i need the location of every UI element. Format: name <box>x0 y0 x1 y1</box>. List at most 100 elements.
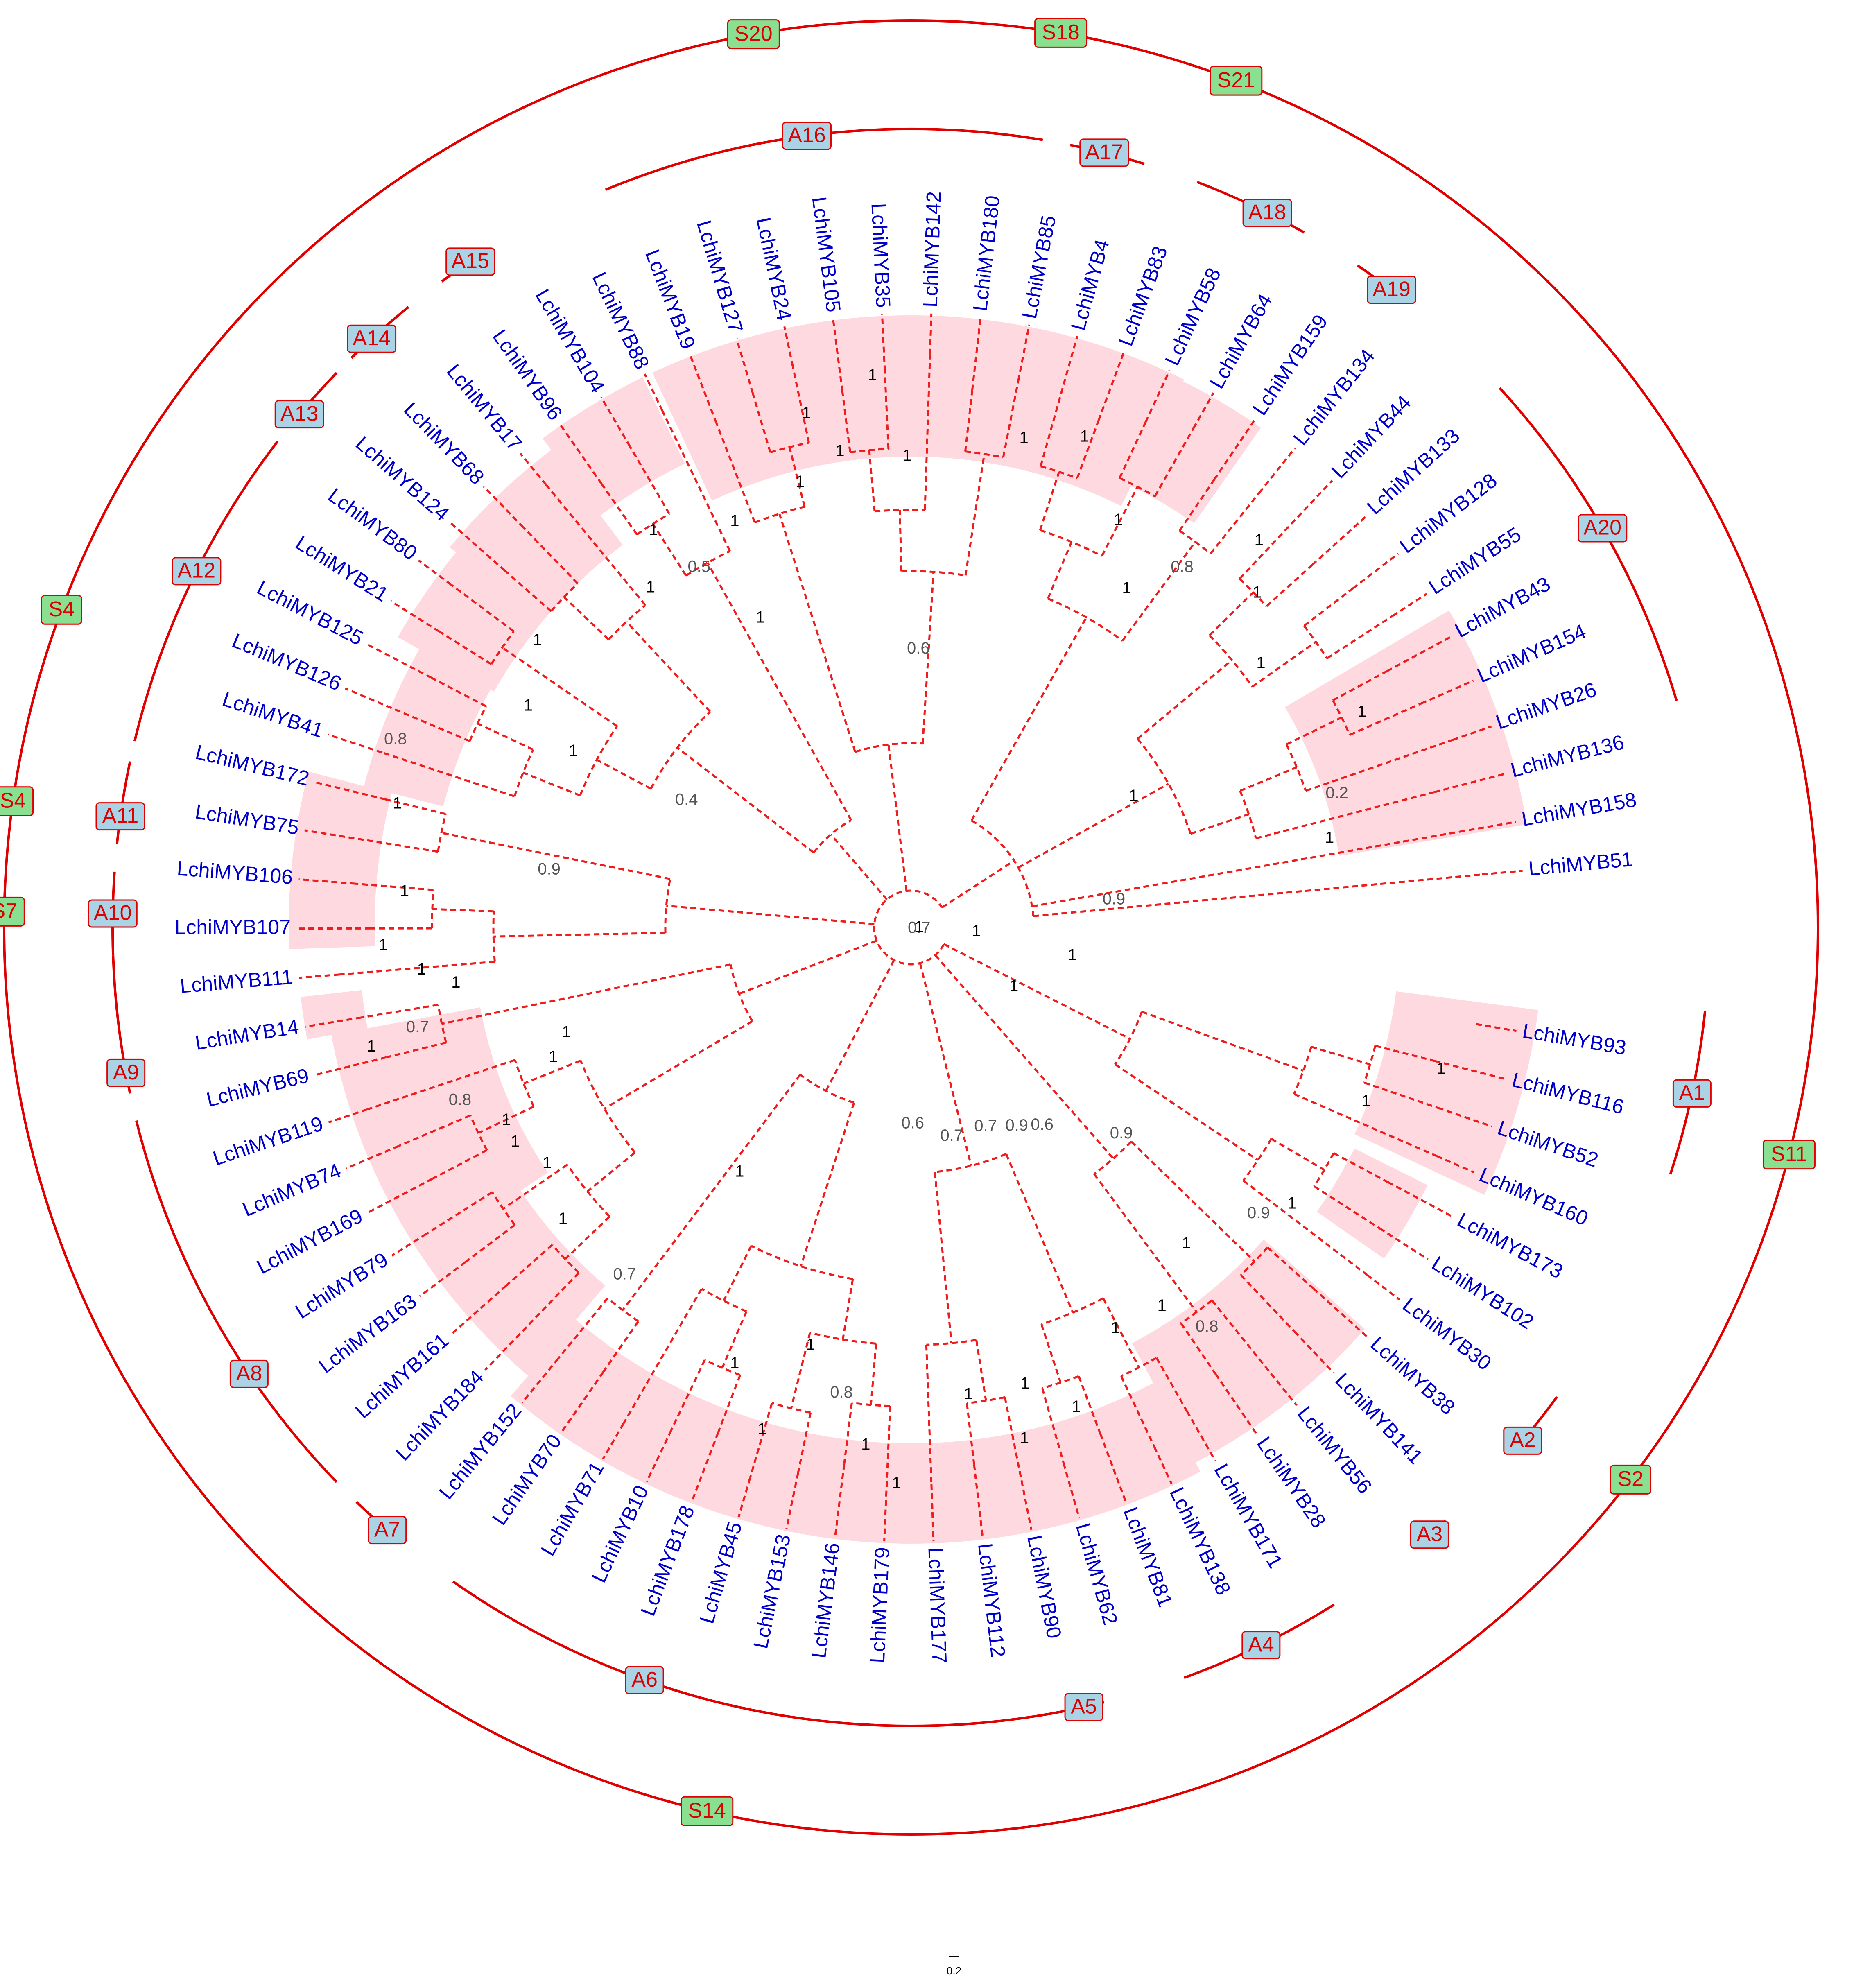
tree-branch <box>604 1021 753 1109</box>
tree-branch <box>1040 472 1059 530</box>
leaf-label: LchiMYB116 <box>1510 1068 1626 1118</box>
support-value: 0.5 <box>688 558 711 576</box>
tree-branch <box>362 1005 439 1018</box>
tree-branch <box>1211 493 1259 554</box>
leaf-label: LchiMYB51 <box>1528 848 1634 880</box>
support-value: 1 <box>756 608 765 626</box>
support-value: 1 <box>1129 787 1138 805</box>
tree-branch <box>935 1172 952 1343</box>
leaf-label: LchiMYB142 <box>918 191 945 308</box>
a-group-label: A16 <box>788 123 826 147</box>
support-value: 1 <box>1019 429 1028 447</box>
tree-branch <box>780 514 855 752</box>
tree-branch <box>889 744 907 891</box>
support-value: 1 <box>835 441 844 459</box>
leaf-label: LchiMYB35 <box>867 203 895 308</box>
tree-branch-arc <box>651 712 710 789</box>
leaf-label: LchiMYB19 <box>641 247 700 353</box>
leaf-label: LchiMYB136 <box>1508 731 1626 782</box>
support-value: 0.4 <box>675 790 698 808</box>
leaf-branch <box>345 688 383 704</box>
tree-branch <box>871 1343 876 1404</box>
leaf-label: LchiMYB112 <box>974 1542 1010 1658</box>
support-value: 1 <box>1009 977 1018 995</box>
tree-branch <box>1239 510 1304 579</box>
a-group-label: A13 <box>280 402 319 425</box>
a-group-label: A1 <box>1679 1081 1705 1105</box>
support-value: 1 <box>569 742 578 760</box>
clade-highlight <box>1285 611 1527 856</box>
a-group-label: A15 <box>451 249 489 273</box>
tree-branch <box>739 941 877 994</box>
support-value: 1 <box>1072 1398 1081 1416</box>
leaf-label: LchiMYB154 <box>1474 620 1589 687</box>
leaf-label: LchiMYB146 <box>807 1541 844 1659</box>
tree-branch <box>1115 1064 1258 1160</box>
leaf-label: LchiMYB126 <box>229 629 345 695</box>
support-value: 0.9 <box>1110 1124 1133 1142</box>
tree-branch <box>801 1103 854 1266</box>
leaf-label: LchiMYB153 <box>749 1532 795 1651</box>
tree-branch <box>922 572 934 744</box>
leaf-label: LchiMYB69 <box>204 1064 312 1111</box>
tree-branch <box>965 454 984 575</box>
s-group-label: S11 <box>1771 1142 1807 1166</box>
leaf-branch <box>1259 448 1295 493</box>
tree-branch <box>1006 1154 1073 1312</box>
support-value: 0.9 <box>1103 890 1126 908</box>
support-value: 1 <box>400 882 409 900</box>
support-value: 1 <box>558 1210 567 1228</box>
leaf-label: LchiMYB179 <box>866 1547 894 1664</box>
support-value: 1 <box>735 1162 744 1181</box>
support-value: 1 <box>861 1436 870 1454</box>
leaf-label: LchiMYB160 <box>1476 1163 1592 1230</box>
leaf-label: LchiMYB64 <box>1205 290 1277 392</box>
support-value: 1 <box>1255 531 1264 549</box>
tree-branch <box>972 617 1087 821</box>
support-value: 0.6 <box>907 639 930 657</box>
support-value: 1 <box>649 521 658 539</box>
support-value: 1 <box>1357 702 1366 720</box>
clade-highlight <box>511 1320 1201 1544</box>
support-value: 1 <box>964 1385 973 1403</box>
support-value: 1 <box>511 1132 520 1150</box>
a-group-label: A2 <box>1510 1428 1536 1452</box>
support-value: 0.7 <box>406 1018 429 1036</box>
s-group-label: S18 <box>1042 20 1080 44</box>
support-value: 0.9 <box>1247 1204 1270 1222</box>
leaf-label: LchiMYB88 <box>588 269 653 373</box>
support-value: 0.9 <box>1005 1116 1028 1134</box>
tree-branch <box>1131 1142 1255 1262</box>
support-value: 1 <box>802 404 811 422</box>
support-value: 1 <box>1436 1059 1445 1077</box>
support-value: 0.7 <box>613 1265 636 1283</box>
leaf-branch <box>1367 1275 1400 1300</box>
support-value: 1 <box>1253 583 1262 601</box>
support-value: 1 <box>543 1154 552 1172</box>
leaf-branch <box>1392 594 1427 616</box>
support-value: 1 <box>562 1023 571 1041</box>
support-value: 1 <box>549 1048 558 1066</box>
leaf-branch <box>1353 554 1398 588</box>
clade-highlight <box>289 771 392 949</box>
tree-branch <box>626 622 710 712</box>
tree-branch-arc <box>935 1154 1006 1172</box>
s-group-label: S7 <box>0 899 17 923</box>
tree-branch <box>1311 1047 1370 1064</box>
support-value: 1 <box>1020 1429 1029 1447</box>
tree-branch-arc <box>608 605 645 640</box>
support-value: 1 <box>379 936 388 954</box>
leaf-label: LchiMYB93 <box>1521 1019 1628 1059</box>
tree-branch <box>1042 1324 1061 1382</box>
support-value: 0.6 <box>901 1114 924 1132</box>
leaf-label: LchiMYB119 <box>210 1112 326 1170</box>
support-value: 1 <box>892 1474 901 1492</box>
tree-branch <box>1094 1174 1196 1312</box>
support-value: 1 <box>915 918 924 936</box>
support-value: 0.8 <box>1196 1317 1219 1335</box>
leaf-label: LchiMYB21 <box>292 531 392 606</box>
support-value: 1 <box>646 578 655 596</box>
leaf-label: LchiMYB83 <box>1114 243 1172 349</box>
support-value: 1 <box>902 447 911 465</box>
s-group-label: S21 <box>1217 68 1255 92</box>
